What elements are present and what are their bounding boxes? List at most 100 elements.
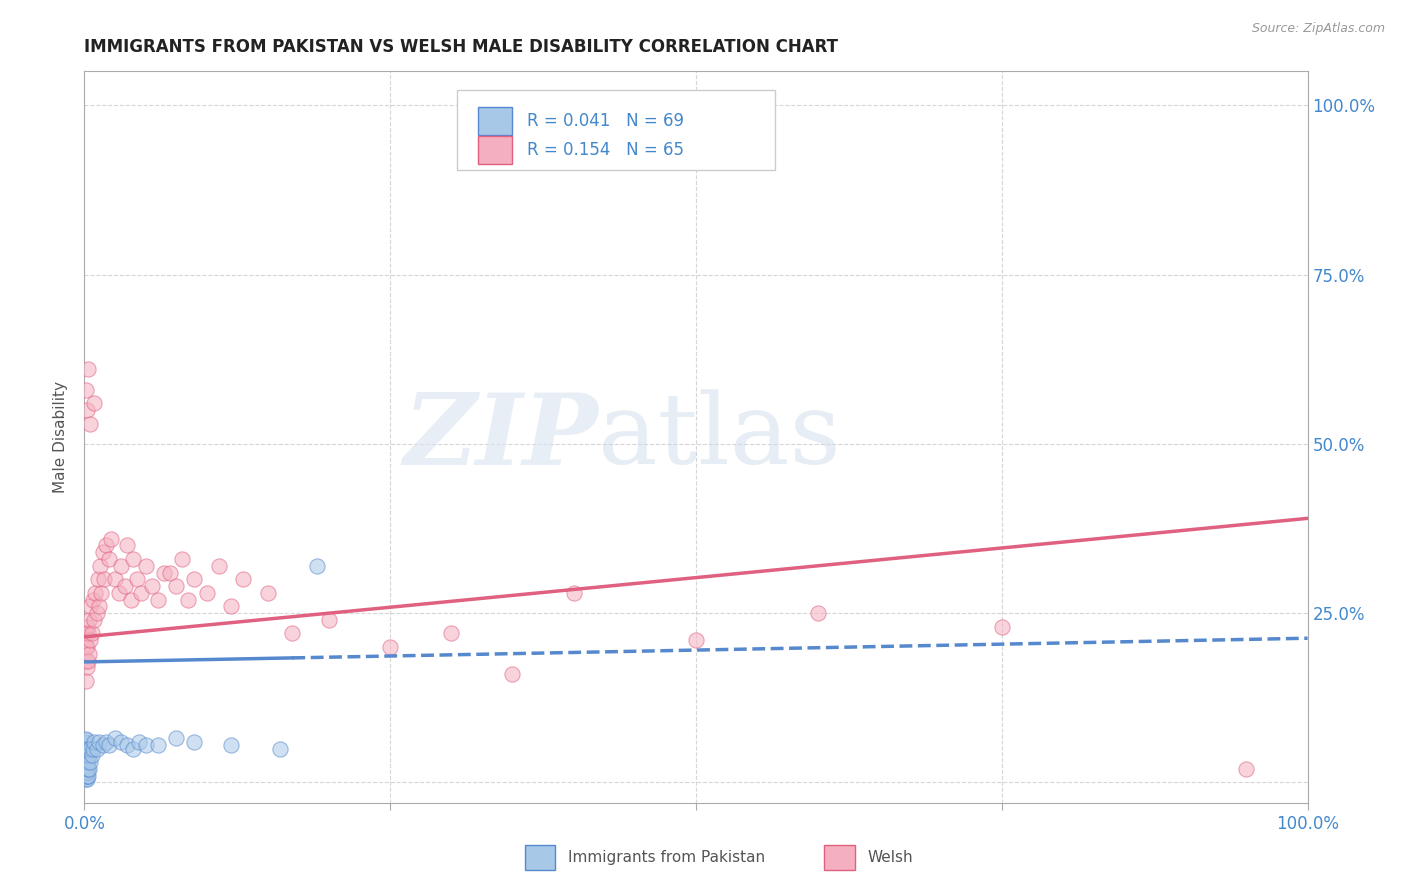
Point: [165, 579, 187, 593]
Point: [75, 757, 97, 772]
Point: [141, 579, 163, 593]
Point: [165, 731, 187, 746]
Text: ZIP: ZIP: [404, 389, 598, 485]
Point: [90, 586, 112, 600]
Point: [502, 667, 524, 681]
Text: atlas: atlas: [598, 389, 841, 485]
Point: [75, 767, 97, 781]
Text: Welsh: Welsh: [868, 850, 912, 865]
Point: [146, 592, 169, 607]
Point: [100, 532, 122, 546]
Text: Immigrants from Pakistan: Immigrants from Pakistan: [568, 850, 765, 865]
Point: [79, 417, 101, 431]
Bar: [524, 846, 555, 870]
Point: [76, 745, 98, 759]
Point: [89, 558, 111, 573]
Point: [172, 552, 194, 566]
Point: [146, 738, 169, 752]
Point: [75, 751, 97, 765]
Point: [80, 748, 103, 763]
Text: R = 0.041   N = 69: R = 0.041 N = 69: [527, 112, 685, 130]
Point: [97, 552, 120, 566]
Point: [183, 572, 205, 586]
Text: IMMIGRANTS FROM PAKISTAN VS WELSH MALE DISABILITY CORRELATION CHART: IMMIGRANTS FROM PAKISTAN VS WELSH MALE D…: [84, 38, 838, 56]
Point: [219, 599, 242, 614]
Point: [75, 739, 97, 753]
Point: [77, 362, 100, 376]
Point: [87, 572, 110, 586]
Point: [96, 735, 118, 749]
Point: [76, 741, 98, 756]
Point: [75, 764, 97, 778]
Point: [75, 766, 97, 780]
Bar: [824, 846, 855, 870]
Point: [97, 738, 120, 752]
Point: [75, 732, 97, 747]
Point: [991, 620, 1014, 634]
Point: [115, 538, 138, 552]
Point: [76, 660, 98, 674]
Point: [114, 579, 136, 593]
Point: [83, 613, 105, 627]
Point: [115, 738, 138, 752]
Point: [77, 741, 100, 756]
Point: [257, 586, 280, 600]
Point: [76, 758, 98, 772]
Point: [110, 735, 132, 749]
Point: [75, 744, 97, 758]
Point: [305, 558, 328, 573]
Point: [91, 545, 114, 559]
Bar: [478, 136, 513, 164]
Point: [75, 754, 97, 768]
Point: [96, 538, 118, 552]
Point: [75, 736, 97, 750]
Point: [685, 633, 707, 648]
Point: [440, 626, 463, 640]
Point: [177, 592, 200, 607]
Point: [76, 752, 98, 766]
FancyBboxPatch shape: [457, 90, 776, 170]
Point: [318, 613, 340, 627]
Point: [107, 586, 129, 600]
Point: [83, 735, 105, 749]
Point: [77, 626, 100, 640]
Point: [79, 741, 101, 756]
Point: [153, 566, 176, 580]
Point: [75, 764, 97, 779]
Point: [75, 755, 97, 769]
Point: [75, 756, 97, 771]
Point: [76, 769, 98, 783]
Point: [380, 640, 402, 654]
Point: [125, 572, 148, 586]
Point: [84, 586, 107, 600]
Point: [83, 396, 105, 410]
Point: [79, 755, 101, 769]
Point: [77, 654, 100, 668]
Point: [195, 586, 218, 600]
Point: [128, 735, 150, 749]
Point: [75, 761, 97, 775]
Point: [91, 738, 114, 752]
Point: [82, 741, 104, 756]
Text: R = 0.154   N = 65: R = 0.154 N = 65: [527, 141, 685, 160]
Point: [75, 383, 97, 397]
Point: [86, 741, 108, 756]
Bar: [478, 107, 513, 135]
Point: [82, 592, 104, 607]
Point: [76, 620, 98, 634]
Point: [76, 772, 98, 786]
Point: [75, 752, 97, 766]
Point: [75, 741, 97, 756]
Point: [110, 558, 132, 573]
Point: [281, 626, 304, 640]
Point: [76, 748, 98, 763]
Point: [75, 654, 97, 668]
Point: [77, 613, 100, 627]
Point: [104, 572, 127, 586]
Point: [269, 741, 291, 756]
Point: [75, 735, 97, 749]
Point: [1236, 762, 1258, 776]
Point: [75, 733, 97, 747]
Point: [79, 599, 101, 614]
Y-axis label: Male Disability: Male Disability: [53, 381, 69, 493]
